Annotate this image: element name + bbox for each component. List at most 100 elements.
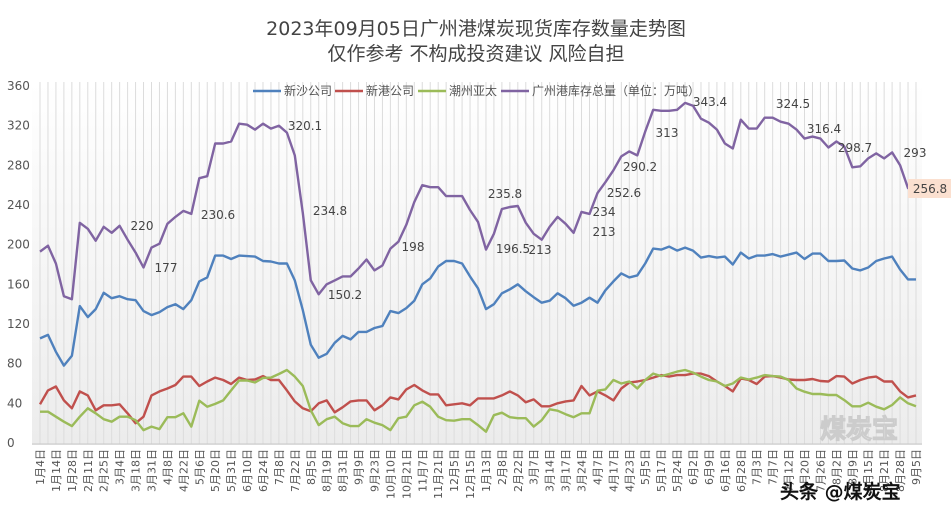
x-tick-label: 7月7日 (767, 449, 780, 485)
data-labels: 220177230.6320.1234.8150.2198235.8196.52… (131, 95, 951, 302)
x-tick-label: 6月28日 (735, 449, 748, 492)
data-label: 256.8 (913, 182, 947, 196)
x-tick-label: 12月5日 (448, 449, 461, 492)
x-tick-label: 7月12日 (783, 449, 796, 492)
x-tick-label: 5月6日 (193, 449, 206, 485)
x-tick-label: 8月9日 (846, 449, 859, 485)
x-tick-label: 7月22日 (289, 449, 302, 492)
x-tick-label: 11月21日 (432, 449, 445, 499)
x-tick-label: 9月23日 (368, 449, 381, 492)
x-tick-label: 2月25日 (98, 449, 111, 492)
data-label: 343.4 (693, 95, 727, 109)
x-tick-label: 5月24日 (671, 449, 684, 492)
x-tick-label: 9月5日 (910, 449, 923, 485)
x-tick-label: 7月26日 (814, 449, 827, 492)
data-label: 320.1 (288, 119, 322, 133)
x-tick-label: 2月8日 (496, 449, 509, 485)
y-tick-label: 280 (7, 158, 30, 172)
plot-background (32, 82, 922, 445)
data-label: 252.6 (607, 186, 641, 200)
x-tick-label: 8月5日 (305, 449, 318, 485)
logo-watermark: 煤炭宝 (820, 414, 898, 445)
x-axis: 1月4日 1月14日 1月28日 2月11日 2月25日 3月4日 3月18日 3月31日 4月… (34, 449, 923, 499)
x-tick-label: 8月19日 (321, 449, 334, 492)
data-label: 316.4 (807, 122, 841, 136)
x-tick-label: 7月8日 (273, 449, 286, 485)
y-tick-label: 120 (7, 317, 30, 331)
x-tick-label: 6月24日 (257, 449, 270, 492)
x-tick-label: 1月4日 (34, 449, 47, 485)
x-tick-label: 8月31日 (337, 449, 350, 492)
x-tick-label: 3月31日 (145, 449, 158, 492)
x-tick-label: 2月22日 (512, 449, 525, 492)
data-label: 213 (593, 225, 616, 239)
x-tick-label: 3月7日 (528, 449, 541, 485)
x-tick-label: 5月17日 (655, 449, 668, 492)
x-tick-label: 4月17日 (607, 449, 620, 492)
x-tick-label: 6月10日 (241, 449, 254, 492)
x-tick-label: 10月21日 (400, 449, 413, 499)
x-tick-label: 12月15日 (464, 449, 477, 499)
legend-label: 广州港库存总量（单位：万吨） (532, 83, 700, 98)
x-tick-label: 3月14日 (544, 449, 557, 492)
x-tick-label: 3月24日 (576, 449, 589, 492)
series-line-3 (39, 101, 916, 301)
data-label: 213 (529, 243, 552, 257)
data-label: 324.5 (776, 97, 810, 111)
data-label: 313 (656, 126, 679, 140)
data-label: 220 (131, 219, 154, 233)
legend: 新沙公司 新港公司 潮州亚太 广州港库存总量（单位：万吨） (253, 83, 700, 98)
x-tick-label: 10月10日 (384, 449, 397, 499)
x-tick-label: 8月28日 (894, 449, 907, 492)
x-tick-label: 3月18日 (130, 449, 143, 492)
x-tick-label: 4月7日 (591, 449, 604, 485)
x-tick-label: 6月16日 (719, 449, 732, 492)
y-tick-label: 0 (7, 436, 15, 450)
data-label: 234.8 (313, 204, 347, 218)
data-label: 234 (593, 205, 616, 219)
last-value-highlight (908, 179, 951, 198)
x-tick-label: 2月11日 (82, 449, 95, 492)
y-tick-label: 160 (7, 277, 30, 291)
x-tick-label: 9月9日 (353, 449, 366, 485)
x-tick-label: 3月4日 (114, 449, 127, 485)
x-tick-label: 6月2日 (687, 449, 700, 485)
y-tick-label: 360 (7, 79, 30, 93)
data-label: 230.6 (201, 208, 235, 222)
chart-subtitle: 仅作参考 不构成投资建议 风险自担 (327, 43, 624, 65)
y-tick-label: 320 (7, 119, 30, 133)
x-tick-label: 5月31日 (225, 449, 238, 492)
data-label: 293 (904, 146, 927, 160)
x-tick-label: 7月20日 (799, 449, 812, 492)
legend-label: 新沙公司 (284, 83, 332, 98)
x-tick-label: 5月20日 (209, 449, 222, 492)
x-tick-label: 4月23日 (623, 449, 636, 492)
series-line-2 (40, 368, 917, 433)
y-tick-label: 40 (7, 396, 22, 410)
y-tick-label: 200 (7, 238, 30, 252)
y-axis: 0 40 80 120 160 200 240 280 320 360 (7, 79, 30, 450)
data-label: 198 (402, 240, 425, 254)
x-tick-label: 3月17日 (560, 449, 573, 492)
chart-title: 2023年09月05日广州港煤炭现货库存数量走势图 (266, 18, 686, 40)
y-tick-label: 80 (7, 357, 22, 371)
legend-label: 新港公司 (366, 83, 414, 98)
x-tick-label: 1月13日 (480, 449, 493, 492)
x-tick-label: 5月5日 (639, 449, 652, 485)
series-line-0 (39, 245, 916, 367)
x-tick-label: 1月14日 (50, 449, 63, 492)
x-tick-label: 1月28日 (66, 449, 79, 492)
data-label: 290.2 (623, 160, 657, 174)
x-tick-label: 8月2日 (830, 449, 843, 485)
data-label: 196.5 (496, 242, 530, 256)
series-group (38, 101, 917, 433)
x-tick-label: 11月7日 (416, 449, 429, 492)
legend-label: 潮州亚太 (449, 83, 497, 98)
x-tick-label: 4月22日 (177, 449, 190, 492)
data-label: 150.2 (328, 288, 362, 302)
data-label: 235.8 (488, 187, 522, 201)
x-tick-label: 4月8日 (161, 449, 174, 485)
x-tick-label: 7月3日 (751, 449, 764, 485)
data-label: 177 (155, 261, 178, 275)
